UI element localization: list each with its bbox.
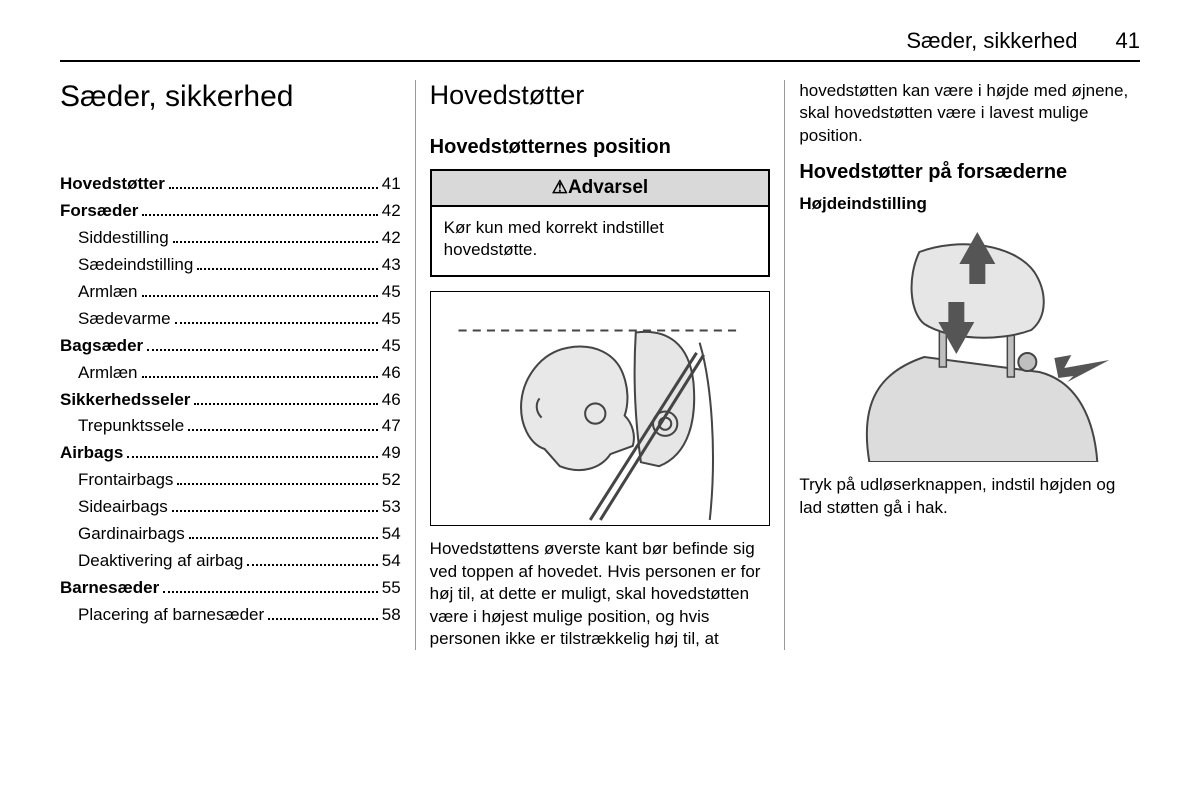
toc-row: Trepunktssele 47 xyxy=(60,415,401,438)
toc-label: Trepunktssele xyxy=(78,415,184,438)
body-paragraph: Hovedstøttens øverste kant bør befinde s… xyxy=(430,538,771,650)
toc-row: Gardinairbags 54 xyxy=(60,523,401,546)
toc-label: Deaktivering af airbag xyxy=(78,550,243,573)
toc-dots xyxy=(173,241,378,243)
toc-label: Armlæn xyxy=(78,281,138,304)
toc-dots xyxy=(147,349,378,351)
toc-page: 58 xyxy=(382,604,401,627)
toc-label: Sædeindstilling xyxy=(78,254,193,277)
warning-header: ⚠Advarsel xyxy=(432,171,769,207)
headrest-adjust-illustration xyxy=(799,222,1140,462)
toc-page: 45 xyxy=(382,335,401,358)
toc-page: 43 xyxy=(382,254,401,277)
toc-dots xyxy=(172,510,378,512)
toc-page: 54 xyxy=(382,550,401,573)
toc-row: Frontairbags 52 xyxy=(60,469,401,492)
toc-row: Deaktivering af airbag 54 xyxy=(60,550,401,573)
toc-label: Gardinairbags xyxy=(78,523,185,546)
toc-label: Barnesæder xyxy=(60,577,159,600)
toc-label: Sædevarme xyxy=(78,308,171,331)
content-columns: Sæder, sikkerhed Hovedstøtter 41 Forsæder 4… xyxy=(60,80,1140,650)
headrest-position-illustration xyxy=(430,291,771,526)
toc-dots xyxy=(197,268,377,270)
toc-row: Sideairbags 53 xyxy=(60,496,401,519)
toc-dots xyxy=(142,295,378,297)
toc-dots xyxy=(142,376,378,378)
toc-page: 49 xyxy=(382,442,401,465)
toc-page: 53 xyxy=(382,496,401,519)
column-2: Hovedstøtter Hovedstøtternes position ⚠A… xyxy=(415,80,786,650)
toc-label: Bagsæder xyxy=(60,335,143,358)
toc-dots xyxy=(189,537,378,539)
toc-page: 47 xyxy=(382,415,401,438)
toc-row: Placering af barnesæder 58 xyxy=(60,604,401,627)
toc-dots xyxy=(188,429,378,431)
page-header: Sæder, sikkerhed 41 xyxy=(60,28,1140,62)
warning-box: ⚠Advarsel Kør kun med korrekt indstillet… xyxy=(430,169,771,277)
toc-label: Frontairbags xyxy=(78,469,173,492)
body-paragraph-2: Tryk på udløserknappen, indstil højden o… xyxy=(799,474,1140,519)
warning-body: Kør kun med korrekt indstillet hovedstøt… xyxy=(432,207,769,275)
toc-row: Armlæn 45 xyxy=(60,281,401,304)
toc-page: 41 xyxy=(382,173,401,196)
continuation-paragraph: hovedstøtten kan være i højde med øjnene… xyxy=(799,80,1140,147)
table-of-contents: Hovedstøtter41Forsæder42Siddestilling42S… xyxy=(60,173,401,627)
toc-row: Barnesæder 55 xyxy=(60,577,401,600)
toc-dots xyxy=(175,322,378,324)
toc-row: Sædeindstilling 43 xyxy=(60,254,401,277)
header-title: Sæder, sikkerhed xyxy=(906,28,1077,54)
toc-dots xyxy=(268,618,378,620)
toc-page: 42 xyxy=(382,227,401,250)
manual-page: Sæder, sikkerhed 41 Sæder, sikkerhed Hov… xyxy=(0,0,1200,680)
toc-label: Hovedstøtter xyxy=(60,173,165,196)
chapter-title: Sæder, sikkerhed xyxy=(60,80,401,113)
toc-row: Siddestilling 42 xyxy=(60,227,401,250)
toc-page: 54 xyxy=(382,523,401,546)
warning-triangle-icon: ⚠ xyxy=(552,177,568,197)
warning-label: Advarsel xyxy=(568,177,648,198)
toc-row: Hovedstøtter 41 xyxy=(60,173,401,196)
toc-label: Armlæn xyxy=(78,362,138,385)
subsection-title-2: Hovedstøtter på forsæderne xyxy=(799,161,1140,184)
toc-page: 45 xyxy=(382,281,401,304)
sub-subsection-title: Højdeindstilling xyxy=(799,194,1140,214)
column-1: Sæder, sikkerhed Hovedstøtter 41 Forsæder 4… xyxy=(60,80,415,650)
toc-dots xyxy=(169,187,378,189)
toc-label: Forsæder xyxy=(60,200,138,223)
toc-page: 45 xyxy=(382,308,401,331)
column-3: hovedstøtten kan være i højde med øjnene… xyxy=(785,80,1140,650)
toc-dots xyxy=(177,483,377,485)
toc-page: 46 xyxy=(382,389,401,412)
toc-label: Airbags xyxy=(60,442,123,465)
toc-label: Sideairbags xyxy=(78,496,168,519)
toc-label: Placering af barnesæder xyxy=(78,604,264,627)
toc-row: Bagsæder 45 xyxy=(60,335,401,358)
toc-row: Armlæn 46 xyxy=(60,362,401,385)
toc-dots xyxy=(127,456,377,458)
toc-row: Sædevarme 45 xyxy=(60,308,401,331)
section-title: Hovedstøtter xyxy=(430,80,771,111)
toc-page: 52 xyxy=(382,469,401,492)
toc-dots xyxy=(163,591,378,593)
toc-dots xyxy=(247,564,377,566)
subsection-title: Hovedstøtternes position xyxy=(430,136,771,159)
toc-dots xyxy=(142,214,377,216)
toc-row: Airbags 49 xyxy=(60,442,401,465)
toc-page: 55 xyxy=(382,577,401,600)
toc-dots xyxy=(194,403,377,405)
toc-label: Siddestilling xyxy=(78,227,169,250)
toc-row: Forsæder 42 xyxy=(60,200,401,223)
header-page-number: 41 xyxy=(1116,28,1140,54)
toc-page: 46 xyxy=(382,362,401,385)
toc-page: 42 xyxy=(382,200,401,223)
toc-label: Sikkerhedsseler xyxy=(60,389,190,412)
toc-row: Sikkerhedsseler 46 xyxy=(60,389,401,412)
